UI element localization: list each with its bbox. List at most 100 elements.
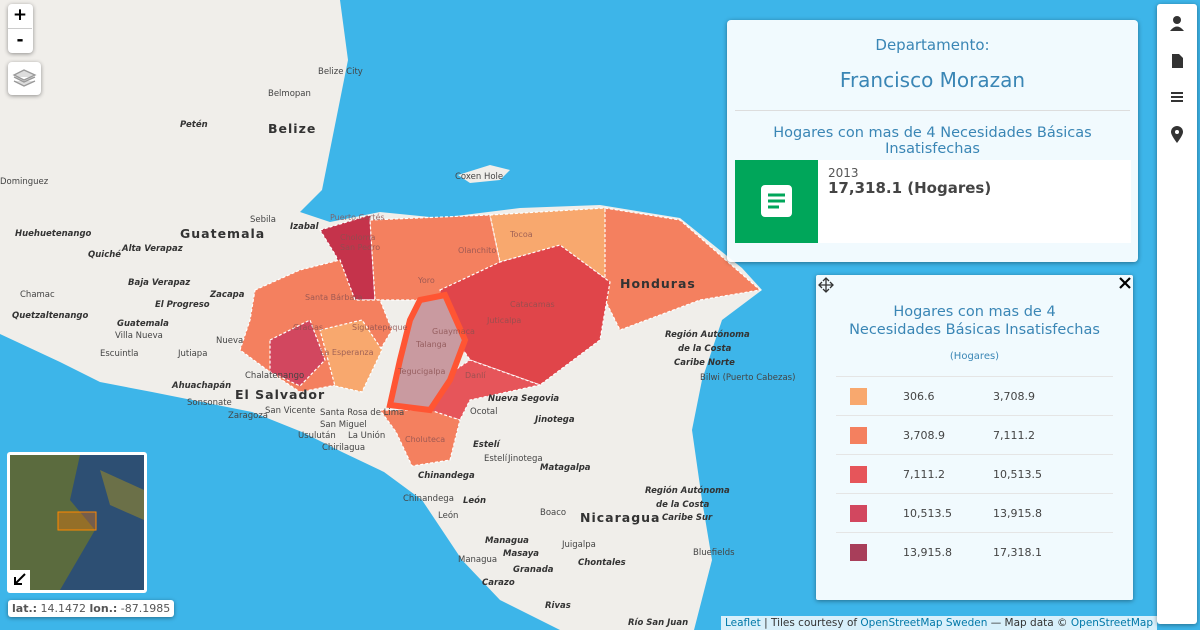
close-button[interactable]	[1119, 277, 1131, 289]
move-icon[interactable]	[818, 277, 834, 293]
legend-rows: 306.6 3,708.9 3,708.9 7,111.2 7,111.2 10,513.…	[816, 376, 1133, 571]
leaflet-link[interactable]: Leaflet	[725, 617, 761, 629]
legend-to: 10,513.5	[993, 467, 1042, 481]
map-label: Choluteca	[405, 435, 445, 444]
legend-swatch	[850, 543, 867, 561]
info-value: 17,318.1 (Hogares)	[828, 179, 992, 197]
map-label: Huehuetenango	[15, 229, 92, 239]
layers-control[interactable]	[8, 62, 41, 95]
map-label: de la Costa	[656, 500, 710, 510]
info-year: 2013	[828, 166, 859, 180]
map-label: Masaya	[503, 549, 539, 559]
map-label: Guatemala	[180, 226, 265, 241]
attribution: Leaflet | Tiles courtesy of OpenStreetMa…	[721, 616, 1157, 630]
department	[319, 214, 376, 301]
map-label: Jutiapa	[177, 349, 207, 359]
file-tab[interactable]	[1172, 54, 1183, 68]
osm-link[interactable]: OpenStreetMap	[1070, 617, 1153, 629]
map-label: Managua	[485, 536, 529, 546]
lat: 14.1472	[40, 602, 87, 615]
map-label: San Miguel	[320, 420, 367, 430]
zoom-out[interactable]: -	[16, 30, 24, 50]
legend-title: Hogares con mas de 4 Necesidades Básicas…	[849, 304, 1100, 338]
tiles-link[interactable]: OpenStreetMap Sweden	[860, 617, 988, 629]
map-label: Sonsonate	[187, 398, 232, 408]
map-label: Dominguez	[0, 177, 49, 187]
map-label: Puerto Cortés	[330, 212, 385, 222]
map-label: Belize City	[318, 67, 363, 77]
map-label: Caribe Sur	[662, 513, 713, 523]
menu-tab[interactable]	[1171, 92, 1183, 102]
map-label: Estelí	[473, 440, 501, 450]
legend-unit: (Hogares)	[949, 351, 1000, 362]
map-label: Jinotega	[507, 454, 543, 464]
legend-from: 13,915.8	[903, 545, 952, 559]
map-label: Villa Nueva	[115, 331, 163, 341]
map-label: Chamac	[20, 290, 55, 300]
selected-department	[386, 291, 469, 414]
map-label: Rivas	[545, 601, 571, 611]
map-label: Gracias	[293, 323, 323, 332]
map-label: Olanchito	[458, 246, 496, 255]
map-label: Región Autónoma	[645, 485, 730, 496]
map-label: Usulután	[298, 431, 336, 441]
attribution-text: — Map data ©	[990, 617, 1068, 629]
layers-icon	[12, 69, 37, 87]
department	[269, 319, 326, 387]
location-tab[interactable]	[1171, 126, 1183, 143]
map-label: El Progreso	[155, 300, 210, 310]
map-label: La Esperanza	[320, 348, 374, 357]
minimap-land	[10, 455, 95, 590]
map-label: Izabal	[290, 222, 320, 232]
map-label: Baja Verapaz	[128, 278, 190, 288]
map-label: Estelí	[484, 454, 508, 464]
map-label: San Pedro	[340, 243, 380, 252]
lat-label: lat.:	[12, 602, 38, 615]
map-label: Ahuachapán	[171, 381, 231, 391]
map-label: Nueva Segovia	[488, 394, 559, 404]
map-label: Carazo	[482, 578, 515, 588]
profile-tab[interactable]	[1170, 16, 1184, 31]
map-label: Boaco	[540, 508, 566, 518]
legend-controls	[818, 277, 1131, 293]
lon-label: lon.:	[89, 602, 118, 615]
map-label: Sebila	[250, 215, 276, 225]
map-label: Santa Bárbara	[305, 293, 363, 302]
map-label: Catacamas	[510, 300, 555, 309]
map-label: Jinotega	[533, 415, 575, 425]
map-label: Quiché	[88, 249, 121, 260]
map-label: Chinandega	[418, 471, 475, 481]
map-label: Danlí	[465, 371, 486, 380]
legend-swatch	[850, 426, 867, 444]
map-label: Talanga	[415, 340, 447, 349]
map-label: Chontales	[578, 558, 626, 568]
legend-from: 306.6	[903, 389, 935, 403]
info-department: Francisco Morazan	[839, 68, 1026, 92]
info-panel: Departamento: Francisco Morazan Hogares …	[727, 20, 1138, 262]
minimap-land	[100, 470, 144, 520]
info-icon	[735, 160, 818, 243]
map-label: Juticalpa	[486, 316, 521, 325]
sidebar	[1157, 4, 1197, 624]
sidebar-icons	[1170, 16, 1184, 143]
departments	[239, 207, 762, 467]
zoom-in[interactable]: +	[8, 4, 32, 29]
legend-to: 17,318.1	[993, 545, 1042, 559]
map-label: Nueva	[216, 336, 243, 346]
map-label: León	[438, 510, 458, 521]
map-label: Choloma	[340, 233, 375, 242]
map-label: Juigalpa	[561, 540, 596, 550]
info-heading: Departamento:	[875, 36, 990, 54]
legend-row: 10,513.5 13,915.8	[836, 493, 1113, 532]
minimap-viewport	[57, 511, 97, 531]
map-label: Río San Juan	[628, 618, 688, 628]
map-label: Ocotal	[470, 407, 497, 417]
legend-panel: Hogares con mas de 4 Necesidades Básicas…	[816, 275, 1133, 600]
legend-to: 7,111.2	[993, 428, 1035, 442]
map-label: Santa Rosa de Lima	[320, 408, 404, 418]
map-label: Managua	[458, 555, 497, 565]
legend-swatch	[850, 465, 867, 483]
legend-swatch	[850, 387, 867, 405]
map-label: San Vicente	[265, 406, 316, 416]
